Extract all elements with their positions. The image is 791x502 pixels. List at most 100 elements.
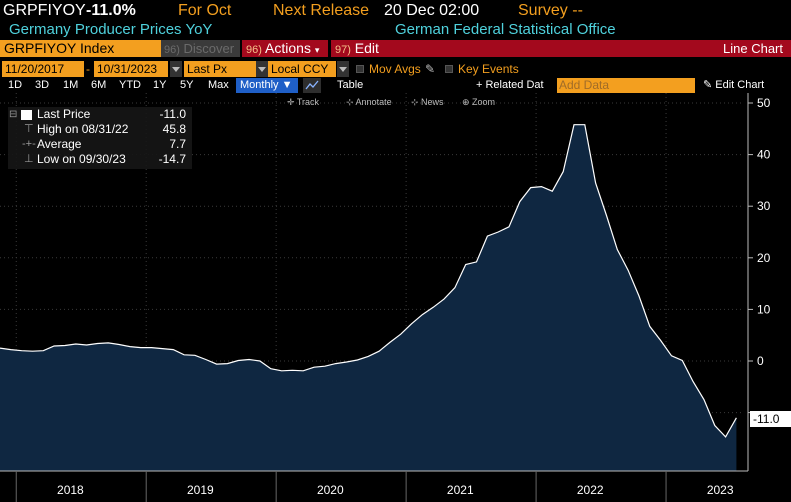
period-ytd[interactable]: YTD bbox=[119, 79, 141, 91]
period-1y[interactable]: 1Y bbox=[153, 79, 167, 91]
period-1m[interactable]: 1M bbox=[63, 79, 79, 91]
chart-type-title: Line Chart bbox=[380, 40, 791, 57]
annotate-icon: ⊹ bbox=[346, 97, 356, 107]
period-label: For Oct bbox=[178, 2, 232, 19]
legend-collapse-icon[interactable]: ⊟ bbox=[9, 109, 18, 120]
calendar-dropdown[interactable] bbox=[170, 61, 182, 77]
end-date-input[interactable]: 10/31/2023 bbox=[94, 61, 168, 77]
table-button[interactable]: Table bbox=[337, 79, 364, 91]
chevron-down-icon: ▾ bbox=[314, 45, 320, 55]
news-tool[interactable]: ⊹ News bbox=[411, 97, 444, 108]
currency-dropdown[interactable] bbox=[337, 61, 349, 77]
area-fill bbox=[0, 124, 737, 471]
date-separator: - bbox=[86, 62, 90, 76]
x-tick-label: 2023 bbox=[707, 483, 734, 497]
last-value-tag: -11.0 bbox=[750, 411, 791, 427]
currency-select[interactable]: Local CCY bbox=[268, 61, 336, 77]
legend-low: ⊥ Low on 09/30/23 -14.7 bbox=[8, 152, 192, 167]
edit-chart-button[interactable]: ✎ Edit Chart bbox=[703, 78, 764, 93]
chevron-down-icon: ▼ bbox=[281, 79, 293, 91]
legend-high-label: High on 08/31/22 bbox=[37, 122, 129, 136]
legend-last-label: Last Price bbox=[37, 107, 91, 121]
security-input[interactable]: GRPFIYOY Index bbox=[0, 40, 161, 57]
edit-menu[interactable]: 97) Edit ▾ bbox=[331, 40, 387, 57]
low-marker-icon: ⊥ bbox=[24, 153, 34, 165]
discover-label: Discover bbox=[183, 41, 235, 56]
y-tick-label: 30 bbox=[757, 199, 771, 213]
annotate-label: Annotate bbox=[355, 97, 392, 107]
survey-label: Survey -- bbox=[518, 2, 583, 19]
legend-last-price: ⊟ Last Price -11.0 bbox=[8, 107, 192, 122]
legend-last-value: -11.0 bbox=[159, 107, 186, 121]
series-line bbox=[0, 124, 737, 438]
discover-number: 96) bbox=[164, 44, 180, 56]
legend-high: ⊤ High on 08/31/22 45.8 bbox=[8, 122, 192, 137]
legend-avg-value: 7.7 bbox=[169, 137, 186, 151]
average-marker-icon: -+- bbox=[22, 138, 36, 150]
start-date-input[interactable]: 11/20/2017 bbox=[2, 61, 84, 77]
x-tick-label: 2022 bbox=[577, 483, 604, 497]
mov-avgs-label: Mov Avgs bbox=[369, 62, 421, 76]
field-dropdown[interactable] bbox=[256, 61, 268, 77]
legend-high-value: 45.8 bbox=[162, 122, 186, 136]
frequency-label: Monthly bbox=[240, 79, 279, 91]
y-tick-label: 0 bbox=[757, 354, 764, 368]
period-max[interactable]: Max bbox=[208, 79, 229, 91]
actions-menu[interactable]: 96) Actions ▾ bbox=[242, 40, 328, 57]
last-change-value: -11.0% bbox=[86, 2, 136, 19]
data-source: German Federal Statistical Office bbox=[395, 21, 616, 38]
frequency-select[interactable]: Monthly ▼ bbox=[236, 78, 298, 93]
y-tick-label: 40 bbox=[757, 148, 771, 162]
legend-avg-label: Average bbox=[37, 137, 82, 151]
add-data-input[interactable]: Add Data bbox=[557, 78, 695, 93]
header-row: GRPFIYOY -11.0% For Oct Next Release 20 … bbox=[0, 0, 791, 21]
crosshair-icon: ✛ bbox=[287, 97, 297, 107]
annotate-tool[interactable]: ⊹ Annotate bbox=[346, 97, 392, 108]
edit-number: 97) bbox=[335, 44, 351, 56]
key-events-checkbox[interactable] bbox=[445, 65, 453, 73]
period-3d[interactable]: 3D bbox=[35, 79, 50, 91]
y-tick-label: 10 bbox=[757, 302, 771, 316]
news-label: News bbox=[421, 97, 444, 107]
line-chart-icon[interactable] bbox=[303, 78, 321, 93]
key-events-label: Key Events bbox=[458, 62, 519, 76]
x-tick-label: 2020 bbox=[317, 483, 344, 497]
field-select[interactable]: Last Px bbox=[184, 61, 256, 77]
security-name: Germany Producer Prices YoY bbox=[9, 21, 213, 38]
ticker-label: GRPFIYOY bbox=[3, 2, 86, 19]
period-5y[interactable]: 5Y bbox=[180, 79, 194, 91]
track-tool[interactable]: ✛ Track bbox=[287, 97, 319, 108]
toolbar: GRPFIYOY Index 96) Discover 96) Actions … bbox=[0, 39, 791, 59]
y-tick-label: 50 bbox=[757, 96, 771, 110]
period-6m[interactable]: 6M bbox=[91, 79, 107, 91]
actions-label: Actions bbox=[265, 40, 311, 56]
line-chart[interactable]: 0 10 20 30 40 50 2018 2019 2020 2021 2022 2023 bbox=[0, 93, 791, 502]
pencil-icon[interactable]: ✎ bbox=[425, 62, 436, 76]
news-icon: ⊹ bbox=[411, 97, 422, 107]
mov-avgs-checkbox[interactable] bbox=[356, 65, 364, 73]
y-tick-label: 20 bbox=[757, 251, 771, 265]
legend-swatch bbox=[21, 110, 32, 120]
chart-legend: ⊟ Last Price -11.0 ⊤ High on 08/31/22 45… bbox=[8, 107, 192, 169]
high-marker-icon: ⊤ bbox=[24, 123, 34, 135]
period-row: 1D 3D 1M 6M YTD 1Y 5Y Max Monthly ▼ Tabl… bbox=[0, 78, 791, 93]
edit-label: Edit bbox=[354, 40, 379, 56]
period-1d[interactable]: 1D bbox=[8, 79, 23, 91]
legend-low-label: Low on 09/30/23 bbox=[37, 152, 126, 166]
description-row: Germany Producer Prices YoY German Feder… bbox=[0, 21, 791, 39]
x-tick-label: 2018 bbox=[57, 483, 84, 497]
track-label: Track bbox=[296, 97, 320, 107]
x-tick-label: 2019 bbox=[187, 483, 214, 497]
pencil-icon: ✎ bbox=[703, 79, 716, 91]
discover-button[interactable]: 96) Discover bbox=[161, 40, 240, 57]
legend-low-value: -14.7 bbox=[158, 152, 186, 166]
zoom-tool[interactable]: ⊕ Zoom bbox=[462, 97, 495, 108]
legend-average: -+- Average 7.7 bbox=[8, 137, 192, 152]
actions-number: 96) bbox=[246, 44, 262, 56]
edit-chart-label: Edit Chart bbox=[715, 79, 765, 91]
settings-row: 11/20/2017 - 10/31/2023 Last Px Local CC… bbox=[0, 61, 791, 77]
x-tick-label: 2021 bbox=[447, 483, 474, 497]
next-release-label: Next Release bbox=[273, 2, 370, 19]
related-data-button[interactable]: + Related Dat bbox=[476, 79, 544, 91]
x-axis-band bbox=[0, 471, 791, 502]
